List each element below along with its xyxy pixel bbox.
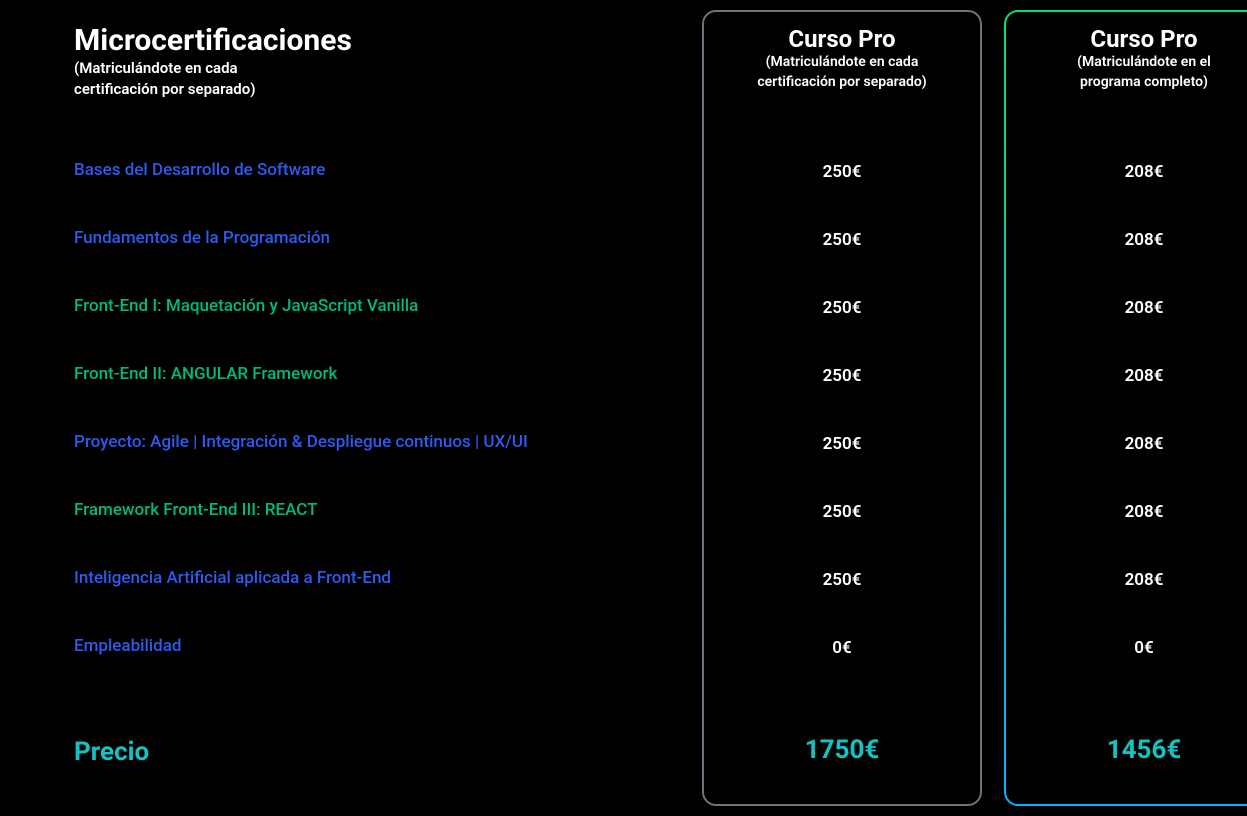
- separate-price: 250€: [724, 502, 960, 522]
- course-row: Empleabilidad: [74, 612, 660, 680]
- course-link[interactable]: Empleabilidad: [74, 636, 181, 656]
- full-price-row: 208€: [1026, 274, 1247, 342]
- course-link[interactable]: Proyecto: Agile | Integración & Desplieg…: [74, 432, 528, 452]
- full-price: 208€: [1026, 230, 1247, 250]
- course-link[interactable]: Front-End I: Maquetación y JavaScript Va…: [74, 296, 418, 316]
- course-row: Fundamentos de la Programación: [74, 204, 660, 272]
- full-price: 208€: [1026, 570, 1247, 590]
- full-column: Curso Pro (Matriculándote en el programa…: [1004, 10, 1247, 806]
- separate-price: 250€: [724, 434, 960, 454]
- total-label: Precio: [74, 737, 149, 767]
- separate-price: 0€: [724, 638, 960, 658]
- pricing-table: Microcertificaciones (Matriculándote en …: [0, 0, 1247, 816]
- course-link[interactable]: Bases del Desarrollo de Software: [74, 160, 325, 180]
- separate-header: Curso Pro (Matriculándote en cada certif…: [724, 26, 960, 118]
- course-row: Front-End I: Maquetación y JavaScript Va…: [74, 272, 660, 340]
- separate-price-row: 0€: [724, 614, 960, 682]
- course-row: Proyecto: Agile | Integración & Desplieg…: [74, 408, 660, 476]
- separate-price: 250€: [724, 366, 960, 386]
- separate-price-row: 250€: [724, 206, 960, 274]
- full-total-price: 1456€: [1026, 735, 1247, 765]
- separate-total-price: 1750€: [724, 735, 960, 765]
- separate-price-row: 250€: [724, 138, 960, 206]
- separate-price-row: 250€: [724, 410, 960, 478]
- labels-header: Microcertificaciones (Matriculándote en …: [74, 24, 660, 116]
- course-row: Front-End II: ANGULAR Framework: [74, 340, 660, 408]
- separate-price-row: 250€: [724, 546, 960, 614]
- full-rows: 208€ 208€ 208€ 208€ 208€ 208€ 208€ 0€: [1026, 138, 1247, 716]
- separate-price-row: 250€: [724, 342, 960, 410]
- separate-title: Curso Pro: [724, 26, 960, 52]
- separate-price-row: 250€: [724, 274, 960, 342]
- full-price-row: 208€: [1026, 206, 1247, 274]
- separate-total-row: 1750€: [724, 716, 960, 784]
- full-price: 208€: [1026, 366, 1247, 386]
- full-price-row: 208€: [1026, 342, 1247, 410]
- labels-column: Microcertificaciones (Matriculándote en …: [70, 10, 680, 806]
- full-price: 208€: [1026, 162, 1247, 182]
- separate-price: 250€: [724, 298, 960, 318]
- full-price-row: 208€: [1026, 478, 1247, 546]
- full-price: 208€: [1026, 434, 1247, 454]
- full-total-row: 1456€: [1026, 716, 1247, 784]
- separate-price-row: 250€: [724, 478, 960, 546]
- total-label-row: Precio: [74, 718, 660, 786]
- full-header: Curso Pro (Matriculándote en el programa…: [1026, 26, 1247, 118]
- full-subtitle-line1: (Matriculándote en el: [1026, 53, 1247, 71]
- course-row: Inteligencia Artificial aplicada a Front…: [74, 544, 660, 612]
- separate-column: Curso Pro (Matriculándote en cada certif…: [702, 10, 982, 806]
- labels-rows: Bases del Desarrollo de Software Fundamen…: [74, 136, 660, 718]
- full-subtitle-line2: programa completo): [1026, 73, 1247, 91]
- full-price-row: 208€: [1026, 546, 1247, 614]
- separate-subtitle-line1: (Matriculándote en cada: [724, 53, 960, 71]
- course-row: Bases del Desarrollo de Software: [74, 136, 660, 204]
- full-price: 0€: [1026, 638, 1247, 658]
- course-link[interactable]: Front-End II: ANGULAR Framework: [74, 364, 337, 384]
- separate-price: 250€: [724, 230, 960, 250]
- full-price-row: 0€: [1026, 614, 1247, 682]
- course-row: Framework Front-End III: REACT: [74, 476, 660, 544]
- separate-rows: 250€ 250€ 250€ 250€ 250€ 250€ 250€ 0€: [724, 138, 960, 716]
- full-price: 208€: [1026, 502, 1247, 522]
- labels-title: Microcertificaciones: [74, 24, 660, 57]
- separate-price: 250€: [724, 570, 960, 590]
- labels-subtitle-line1: (Matriculándote en cada: [74, 58, 660, 78]
- full-price-row: 208€: [1026, 138, 1247, 206]
- full-title: Curso Pro: [1026, 26, 1247, 52]
- course-link[interactable]: Inteligencia Artificial aplicada a Front…: [74, 568, 391, 588]
- course-link[interactable]: Framework Front-End III: REACT: [74, 500, 317, 520]
- separate-price: 250€: [724, 162, 960, 182]
- course-link[interactable]: Fundamentos de la Programación: [74, 228, 330, 248]
- labels-subtitle-line2: certificación por separado): [74, 79, 660, 99]
- separate-subtitle-line2: certificación por separado): [724, 73, 960, 91]
- full-price: 208€: [1026, 298, 1247, 318]
- full-price-row: 208€: [1026, 410, 1247, 478]
